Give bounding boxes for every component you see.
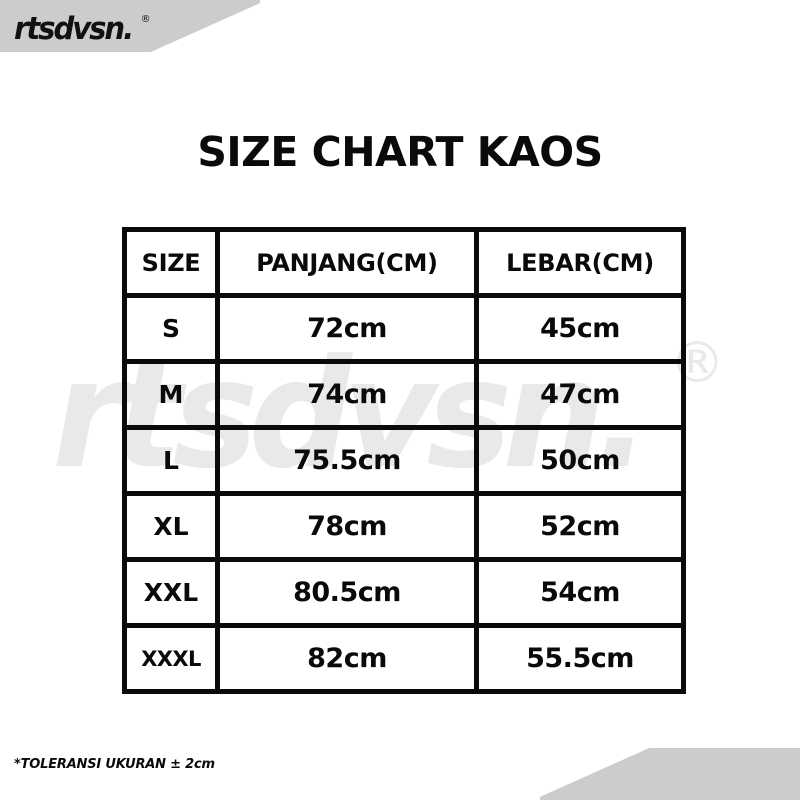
registered-trademark-icon: ® <box>140 14 151 25</box>
cell-lebar: 45cm <box>474 293 686 364</box>
cell-size: XXXL <box>122 623 220 694</box>
column-header-panjang: PANJANG(CM) <box>215 227 479 298</box>
cell-lebar: 55.5cm <box>474 623 686 694</box>
table-header-row: SIZE PANJANG(CM) LEBAR(CM) <box>122 227 686 298</box>
cell-size: XL <box>122 491 220 562</box>
table-row: S 72cm 45cm <box>122 293 686 364</box>
size-chart-table: SIZE PANJANG(CM) LEBAR(CM) S 72cm 45cm M… <box>122 227 686 694</box>
table-header: SIZE PANJANG(CM) LEBAR(CM) <box>122 227 686 298</box>
table-row: L 75.5cm 50cm <box>122 425 686 496</box>
cell-size: XXL <box>122 557 220 628</box>
cell-panjang: 75.5cm <box>215 425 479 496</box>
cell-size: S <box>122 293 220 364</box>
cell-lebar: 52cm <box>474 491 686 562</box>
brand-logo-text: rtsdvsn. <box>14 11 134 47</box>
cell-lebar: 47cm <box>474 359 686 430</box>
brand-logo: rtsdvsn. ® <box>14 14 151 45</box>
cell-panjang: 82cm <box>215 623 479 694</box>
cell-panjang: 72cm <box>215 293 479 364</box>
column-header-size: SIZE <box>122 227 220 298</box>
table-body: S 72cm 45cm M 74cm 47cm L 75.5cm 50cm XL… <box>122 293 686 694</box>
corner-banner-bottom-right <box>540 748 800 800</box>
table-row: XXXL 82cm 55.5cm <box>122 623 686 694</box>
tolerance-note: *TOLERANSI UKURAN ± 2cm <box>14 757 215 772</box>
cell-panjang: 74cm <box>215 359 479 430</box>
cell-size: L <box>122 425 220 496</box>
table-row: XL 78cm 52cm <box>122 491 686 562</box>
column-header-lebar: LEBAR(CM) <box>474 227 686 298</box>
table-row: M 74cm 47cm <box>122 359 686 430</box>
cell-size: M <box>122 359 220 430</box>
table-row: XXL 80.5cm 54cm <box>122 557 686 628</box>
page-title: SIZE CHART KAOS <box>197 128 603 176</box>
cell-lebar: 54cm <box>474 557 686 628</box>
cell-panjang: 78cm <box>215 491 479 562</box>
cell-lebar: 50cm <box>474 425 686 496</box>
cell-panjang: 80.5cm <box>215 557 479 628</box>
